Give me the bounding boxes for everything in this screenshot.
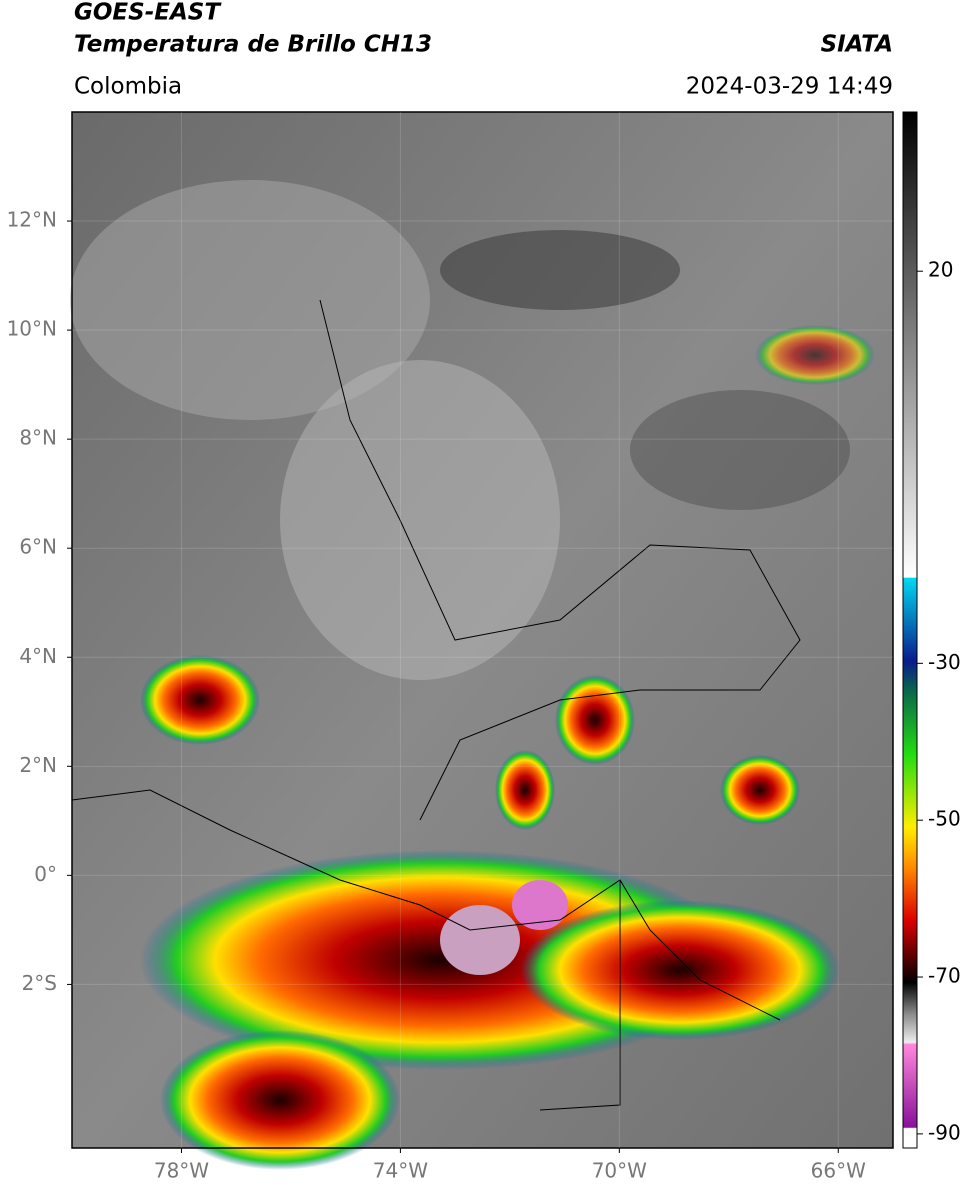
lon-tick-label: 66°W xyxy=(811,1159,866,1183)
colorbar xyxy=(902,111,918,1149)
lat-tick-label: 6°N xyxy=(19,535,57,559)
colorbar-label: -70 xyxy=(928,964,961,988)
map-frame xyxy=(71,111,894,1149)
imagery xyxy=(70,112,893,1170)
lat-tick-label: 2°N xyxy=(19,753,57,777)
lat-tick-label: 4°N xyxy=(19,644,57,668)
lat-tick-label: 12°N xyxy=(7,208,57,232)
lon-tick-label: 78°W xyxy=(154,1159,209,1183)
lat-tick-label: 2°S xyxy=(22,971,57,995)
satellite: GOES-EAST xyxy=(74,0,222,26)
colorbar-label: -50 xyxy=(928,807,961,831)
source: SIATA xyxy=(821,32,893,58)
region: Colombia xyxy=(74,74,182,100)
lat-tick-label: 8°N xyxy=(19,426,57,450)
lat-tick-label: 10°N xyxy=(7,317,57,341)
colorbar-label: -30 xyxy=(928,650,961,674)
lon-tick-label: 70°W xyxy=(592,1159,647,1183)
lat-tick-label: 0° xyxy=(34,862,57,886)
datetime: 2024-03-29 14:49 xyxy=(686,74,893,100)
product: Temperatura de Brillo CH13 xyxy=(74,32,432,58)
lon-tick-label: 74°W xyxy=(373,1159,428,1183)
colorbar-label: 20 xyxy=(928,258,953,282)
colorbar-label: -90 xyxy=(928,1120,961,1144)
